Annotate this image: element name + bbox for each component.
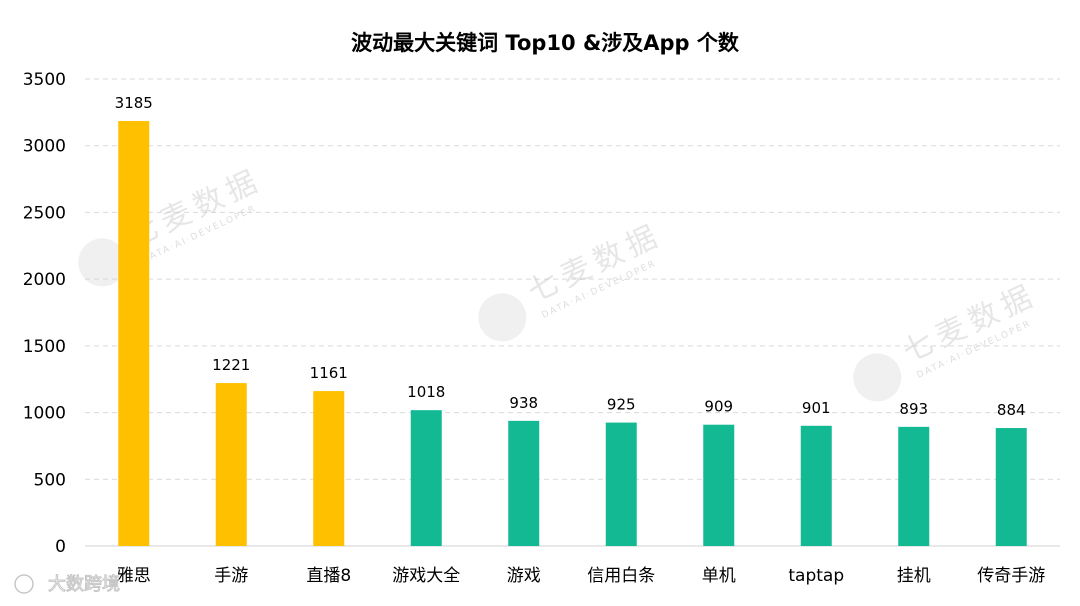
data-label: 893	[899, 400, 928, 418]
cat-logo-icon	[853, 353, 902, 402]
bar	[313, 391, 345, 546]
corner-logo-icon	[14, 574, 34, 594]
x-tick-label: taptap	[788, 566, 844, 586]
corner-watermark-text: 大数跨境	[48, 574, 120, 595]
data-label: 1161	[310, 364, 348, 382]
data-label: 1221	[212, 356, 250, 374]
x-axis-ticks: 雅思 手游 直播8 游戏大全 游戏 信用白条 单机 taptap 挂机 传奇手游	[117, 566, 1046, 586]
y-axis-ticks: 0 500 1000 1500 2000 2500 3000 3500	[23, 70, 66, 557]
corner-watermark: 大数跨境	[14, 574, 121, 596]
bar	[215, 383, 247, 546]
data-label: 901	[802, 399, 831, 417]
y-tick-label: 2500	[23, 203, 66, 223]
bar	[410, 410, 442, 546]
cat-logo-icon	[478, 293, 527, 342]
y-tick-label: 500	[34, 470, 66, 490]
y-tick-label: 0	[55, 537, 66, 557]
y-tick-label: 3000	[23, 137, 66, 157]
y-tick-label: 1500	[23, 337, 66, 357]
x-tick-label: 直播8	[306, 566, 351, 586]
bar	[703, 424, 735, 546]
bar	[118, 121, 150, 546]
bar	[995, 428, 1027, 546]
bar	[800, 425, 832, 546]
data-label: 3185	[115, 94, 153, 112]
data-label: 884	[997, 401, 1026, 419]
data-labels: 3185 1221 1161 1018 938 925 909 901 893 884	[115, 94, 1026, 419]
data-label: 925	[607, 396, 636, 414]
x-tick-label: 游戏	[507, 566, 541, 586]
chart-title: 波动最大关键词 Top10 &涉及App 个数	[351, 31, 740, 55]
data-label: 1018	[407, 383, 445, 401]
x-tick-label: 挂机	[897, 566, 931, 586]
gridlines	[85, 78, 1060, 547]
x-tick-label: 单机	[702, 566, 736, 586]
x-tick-label: 传奇手游	[977, 566, 1045, 586]
y-tick-label: 3500	[23, 70, 66, 90]
y-tick-label: 2000	[23, 270, 66, 290]
bar	[898, 426, 930, 546]
bars	[118, 121, 1027, 546]
x-tick-label: 游戏大全	[392, 566, 460, 586]
x-tick-label: 手游	[214, 566, 248, 586]
y-tick-label: 1000	[23, 404, 66, 424]
x-tick-label: 信用白条	[587, 566, 655, 586]
cat-logo-icon	[78, 238, 127, 287]
data-label: 909	[704, 398, 733, 416]
bar	[605, 422, 637, 546]
data-label: 938	[509, 394, 538, 412]
bar	[508, 420, 540, 546]
x-tick-label: 雅思	[117, 566, 151, 586]
